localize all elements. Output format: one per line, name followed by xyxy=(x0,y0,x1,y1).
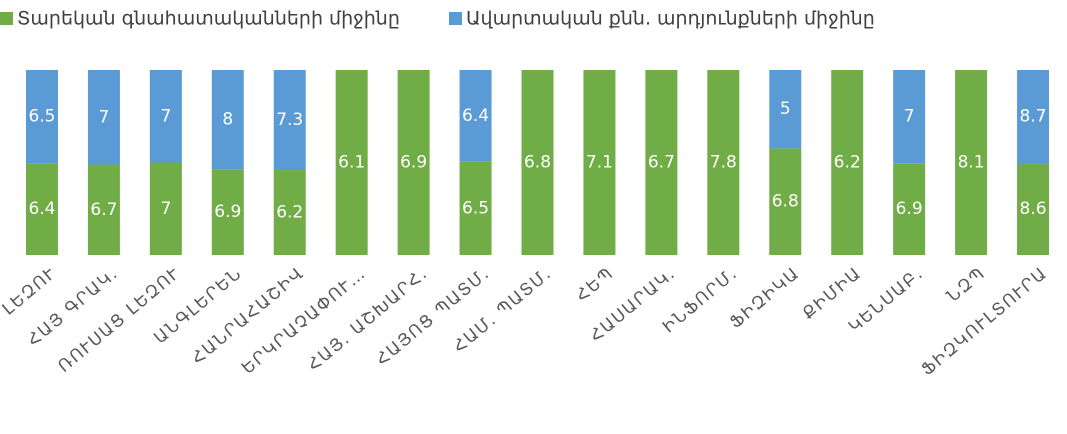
data-label: 6.1 xyxy=(338,153,365,173)
bar-segment xyxy=(149,70,182,163)
legend-label: Ավարտական քնն. արդյունքների միջինը xyxy=(466,8,875,30)
bar-segment xyxy=(707,70,740,255)
data-label: 6.8 xyxy=(524,153,551,173)
bar-segment xyxy=(769,148,802,255)
bar-segment xyxy=(335,70,368,255)
data-label: 6.9 xyxy=(400,153,427,173)
bar-segment xyxy=(25,70,58,164)
data-label: 6.2 xyxy=(276,203,303,223)
data-label: 6.7 xyxy=(90,200,117,220)
bar-segment xyxy=(211,70,244,170)
bar-segment xyxy=(149,162,182,255)
bar-segment xyxy=(273,70,306,171)
data-label: 8.6 xyxy=(1020,199,1047,219)
bar-segment xyxy=(893,70,926,164)
bar-segment xyxy=(211,169,244,255)
data-label: 8.7 xyxy=(1020,107,1047,127)
data-label: 6.8 xyxy=(772,192,799,212)
data-label: 7.3 xyxy=(276,110,303,130)
bar-segment xyxy=(893,163,926,255)
bar-segment xyxy=(1017,70,1050,164)
data-label: 7 xyxy=(904,107,915,127)
bar-segment xyxy=(459,161,492,255)
bar-segment xyxy=(397,70,430,255)
x-tick-label: ՀԱՅՈՑ ՊԱՏՄ. xyxy=(372,263,494,370)
x-tick-label: ՆԶՊ xyxy=(943,263,989,306)
data-label: 6.4 xyxy=(462,106,489,126)
data-label: 7 xyxy=(98,107,109,127)
bar-segment xyxy=(459,70,492,162)
bar-segment xyxy=(273,170,306,255)
data-label: 6.9 xyxy=(896,199,923,219)
data-label: 7.1 xyxy=(586,153,613,173)
bar-segment xyxy=(87,164,120,255)
legend-label: Տարեկան գնահատականների միջինը xyxy=(17,8,400,30)
data-label: 7 xyxy=(160,106,171,126)
bar-segment xyxy=(521,70,554,255)
bar-segment xyxy=(769,70,802,149)
bar-segment xyxy=(583,70,616,255)
data-label: 8.1 xyxy=(958,153,985,173)
bar-segment xyxy=(831,70,864,255)
data-label: 7.8 xyxy=(710,153,737,173)
x-tick-label: ՀԵՊ xyxy=(572,263,618,306)
data-label: 6.5 xyxy=(28,107,55,127)
data-label: 7 xyxy=(160,199,171,219)
data-label: 6.5 xyxy=(462,198,489,218)
bar-segment xyxy=(1017,163,1050,255)
bar-segment xyxy=(955,70,988,255)
legend-swatch xyxy=(449,12,462,25)
data-label: 8 xyxy=(222,110,233,130)
legend-swatch xyxy=(0,12,13,25)
data-label: 6.2 xyxy=(834,153,861,173)
bar-segment xyxy=(25,163,58,255)
x-tick-label: ՖԻԶԻԿԱ xyxy=(726,263,804,333)
data-label: 6.7 xyxy=(648,153,675,173)
data-label: 6.4 xyxy=(28,199,55,219)
bar-segment xyxy=(87,70,120,165)
bar-segment xyxy=(645,70,678,255)
data-label: 5 xyxy=(780,99,791,119)
x-tick-label: ՀԱՆՐԱՀԱՇԻՎ xyxy=(188,263,308,368)
data-label: 6.9 xyxy=(214,202,241,222)
